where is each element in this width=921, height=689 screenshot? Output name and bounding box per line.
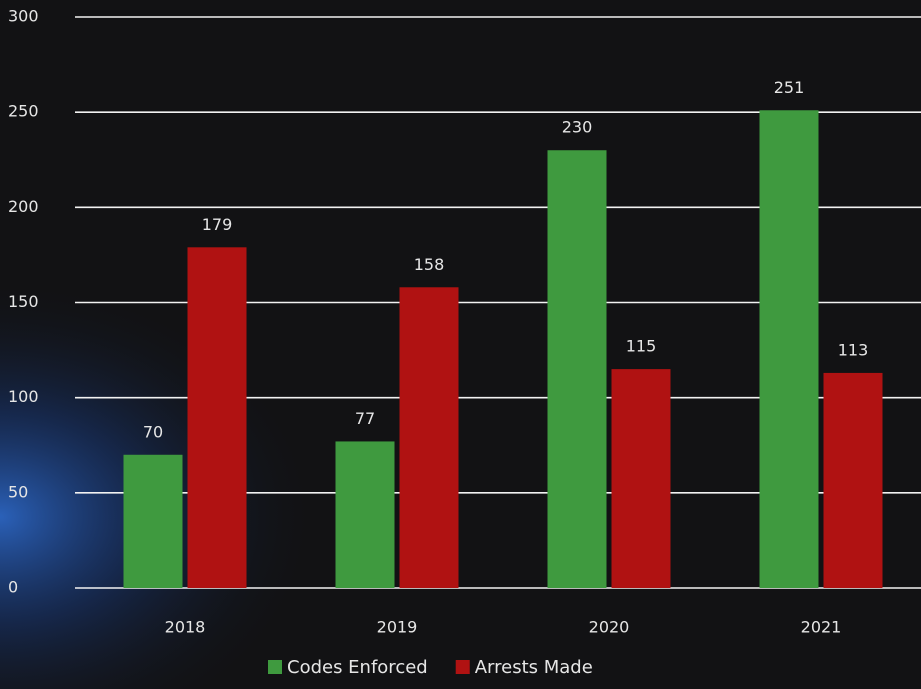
legend-swatch	[455, 660, 470, 674]
y-tick-label: 250	[8, 102, 39, 121]
x-tick-label: 2018	[165, 618, 206, 637]
bar	[547, 150, 607, 588]
y-tick-label: 200	[8, 197, 39, 216]
y-tick-label: 100	[8, 387, 39, 406]
bar	[187, 247, 247, 588]
value-label: 251	[774, 78, 805, 97]
bar	[611, 369, 671, 588]
bar	[399, 287, 459, 588]
bar	[335, 441, 395, 588]
value-label: 179	[202, 215, 233, 234]
value-label: 113	[838, 340, 869, 359]
bar	[823, 372, 883, 588]
x-tick-label: 2021	[801, 618, 842, 637]
y-tick-label: 150	[8, 292, 39, 311]
bar	[759, 110, 819, 588]
value-label: 115	[626, 337, 657, 356]
x-tick-label: 2019	[377, 618, 418, 637]
legend-swatch	[268, 660, 282, 674]
legend-label: Arrests Made	[475, 657, 593, 678]
value-label: 230	[562, 118, 593, 137]
value-label: 158	[414, 255, 445, 274]
value-label: 77	[355, 409, 375, 428]
x-tick-label: 2020	[589, 618, 630, 637]
y-tick-label: 0	[8, 578, 18, 597]
y-tick-label: 50	[8, 482, 28, 501]
y-tick-label: 300	[8, 7, 39, 26]
value-label: 70	[143, 422, 163, 441]
bar	[123, 454, 183, 588]
legend-label: Codes Enforced	[287, 657, 428, 678]
